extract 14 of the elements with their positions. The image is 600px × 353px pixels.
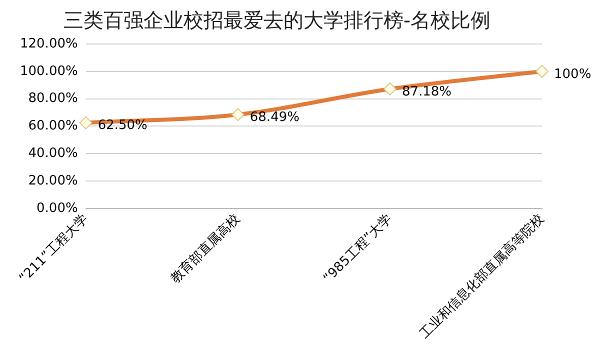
y-tick-label: 0.00% xyxy=(36,200,78,216)
data-label: 100% xyxy=(554,66,592,82)
data-label: 62.50% xyxy=(98,118,148,134)
data-label: 68.49% xyxy=(250,110,300,125)
x-tick-label: 工业和信息化部直属高等院校 xyxy=(416,210,548,342)
y-tick-label: 40.00% xyxy=(28,146,78,162)
y-tick-label: 20.00% xyxy=(28,173,78,188)
chart-title: 三类百强企业校招最爱去的大学排行榜-名校比例 xyxy=(63,8,491,32)
data-label: 87.18% xyxy=(402,84,452,100)
y-tick-label: 100.00% xyxy=(20,64,78,79)
y-tick-label: 120.00% xyxy=(20,36,78,52)
x-tick-label: 教育部直属高校 xyxy=(167,210,244,287)
y-tick-label: 80.00% xyxy=(28,91,78,106)
y-tick-label: 60.00% xyxy=(28,118,78,134)
